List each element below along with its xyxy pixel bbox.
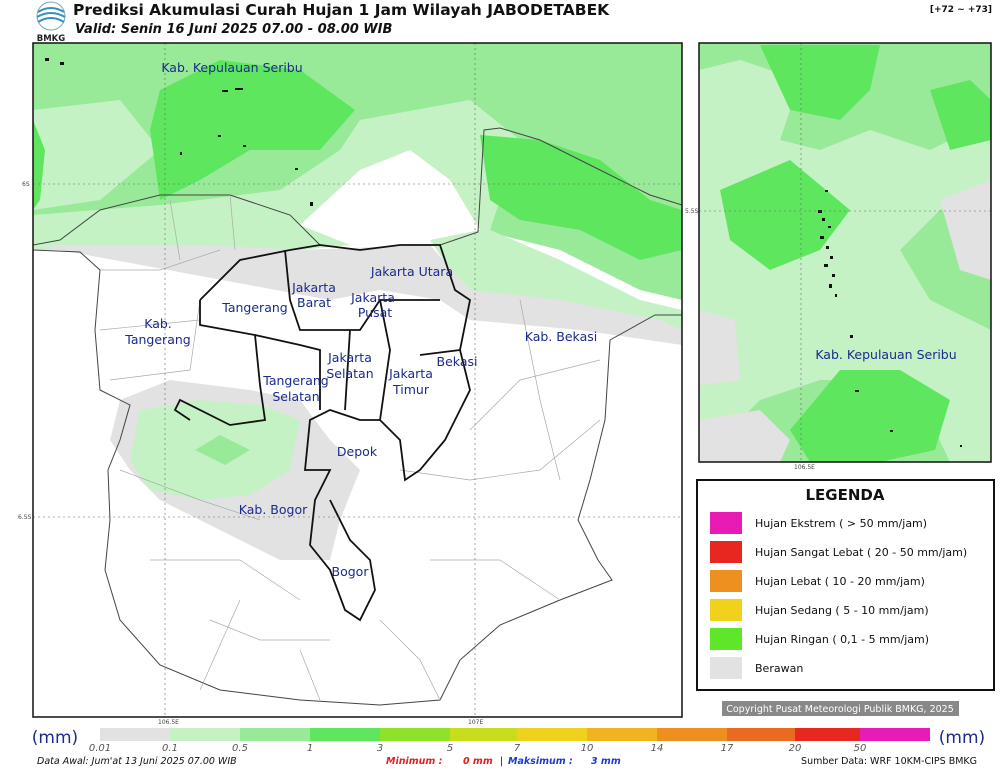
legend-item: Hujan Ringan ( 0,1 - 5 mm/jam) [755,633,929,646]
legend-item: Hujan Sangat Lebat ( 20 - 50 mm/jam) [755,546,967,559]
region-label: Selatan [326,366,373,381]
region-label: Jakarta [291,280,336,295]
region-label: Bogor [332,564,370,579]
copyright: Copyright Pusat Meteorologi Publik BMKG,… [726,704,954,715]
region-label: Kab. Bogor [239,502,308,517]
main-map [33,43,682,717]
forecast-hour: [+72 ~ +73] [930,5,992,15]
region-labels: Kab. Kepulauan Seribu Jakarta Utara Jaka… [124,60,597,579]
region-label: Jakarta [350,290,395,305]
legend-item: Berawan [755,662,803,675]
logo-text: BMKG [37,34,66,44]
region-label: Depok [337,444,378,459]
region-label: Kab. Kepulauan Seribu [815,347,956,362]
region-label: Bekasi [437,354,478,369]
region-label: Barat [297,295,331,310]
colorbar-label: 5 [447,743,453,754]
maximum-label: Maksimum : [508,756,573,767]
lon-label: 106.5E [158,719,179,726]
colorbar-label: 1 [307,743,313,754]
colorbar-label: 7 [514,743,521,754]
lat-label: 5.5S [685,208,699,215]
colorbar-label: 14 [651,743,664,754]
region-label: Jakarta [388,366,433,381]
legend-item: Hujan Sedang ( 5 - 10 mm/jam) [755,604,929,617]
region-label: Timur [392,382,430,397]
minimum-value: 0 mm [463,756,493,767]
lat-label: 6S [22,181,30,188]
legend-title: LEGENDA [806,486,885,504]
logo: BMKG [36,1,66,44]
data-awal: Data Awal: Jum'at 13 Juni 2025 07.00 WIB [37,756,237,767]
legend: LEGENDA Hujan Ekstrem ( > 50 mm/jam) Huj… [696,479,995,691]
region-label: Jakarta Utara [370,264,453,279]
minimum-label: Minimum : [386,756,443,767]
separator: | [500,756,503,767]
title: Prediksi Akumulasi Curah Hujan 1 Jam Wil… [73,1,610,19]
colorbar-label: 3 [377,743,383,754]
colorbar-unit: (mm) [32,728,78,748]
region-label: Selatan [272,389,319,404]
region-label: Pusat [358,305,392,320]
legend-item: Hujan Lebat ( 10 - 20 mm/jam) [755,575,925,588]
colorbar-label: 0.5 [232,743,248,754]
source: Sumber Data: WRF 10KM-CIPS BMKG [801,756,977,767]
lon-label: 107E [468,719,483,726]
colorbar-label: 0.1 [162,743,178,754]
copyright-box [722,701,959,716]
legend-item: Hujan Ekstrem ( > 50 mm/jam) [755,517,927,530]
region-label: Kab. Kepulauan Seribu [161,60,302,75]
colorbar-label: 0.01 [89,743,111,754]
maximum-value: 3 mm [591,756,621,767]
inset-map [699,43,991,462]
colorbar-label: 50 [854,743,867,754]
region-label: Tangerang [124,332,190,347]
colorbar: (mm) (mm) 0.01 0.1 0.5 1 3 5 7 10 14 17 … [32,728,985,754]
colorbar-label: 10 [581,743,594,754]
main-map-frame [32,42,683,718]
inset-frame [698,42,992,463]
lat-label: 6.5S [18,514,32,521]
colorbar-label: 20 [789,743,802,754]
region-label: Tangerang [221,300,287,315]
region-label: Kab. [144,316,172,331]
region-label: Kab. Bekasi [525,329,597,344]
region-label: Jakarta [327,350,372,365]
colorbar-label: 17 [721,743,734,754]
lon-label: 106.5E [794,464,815,471]
valid-time: Valid: Senin 16 Juni 2025 07.00 - 08.00 … [75,22,392,37]
colorbar-unit: (mm) [939,728,985,748]
region-label: Tangerang [262,373,328,388]
